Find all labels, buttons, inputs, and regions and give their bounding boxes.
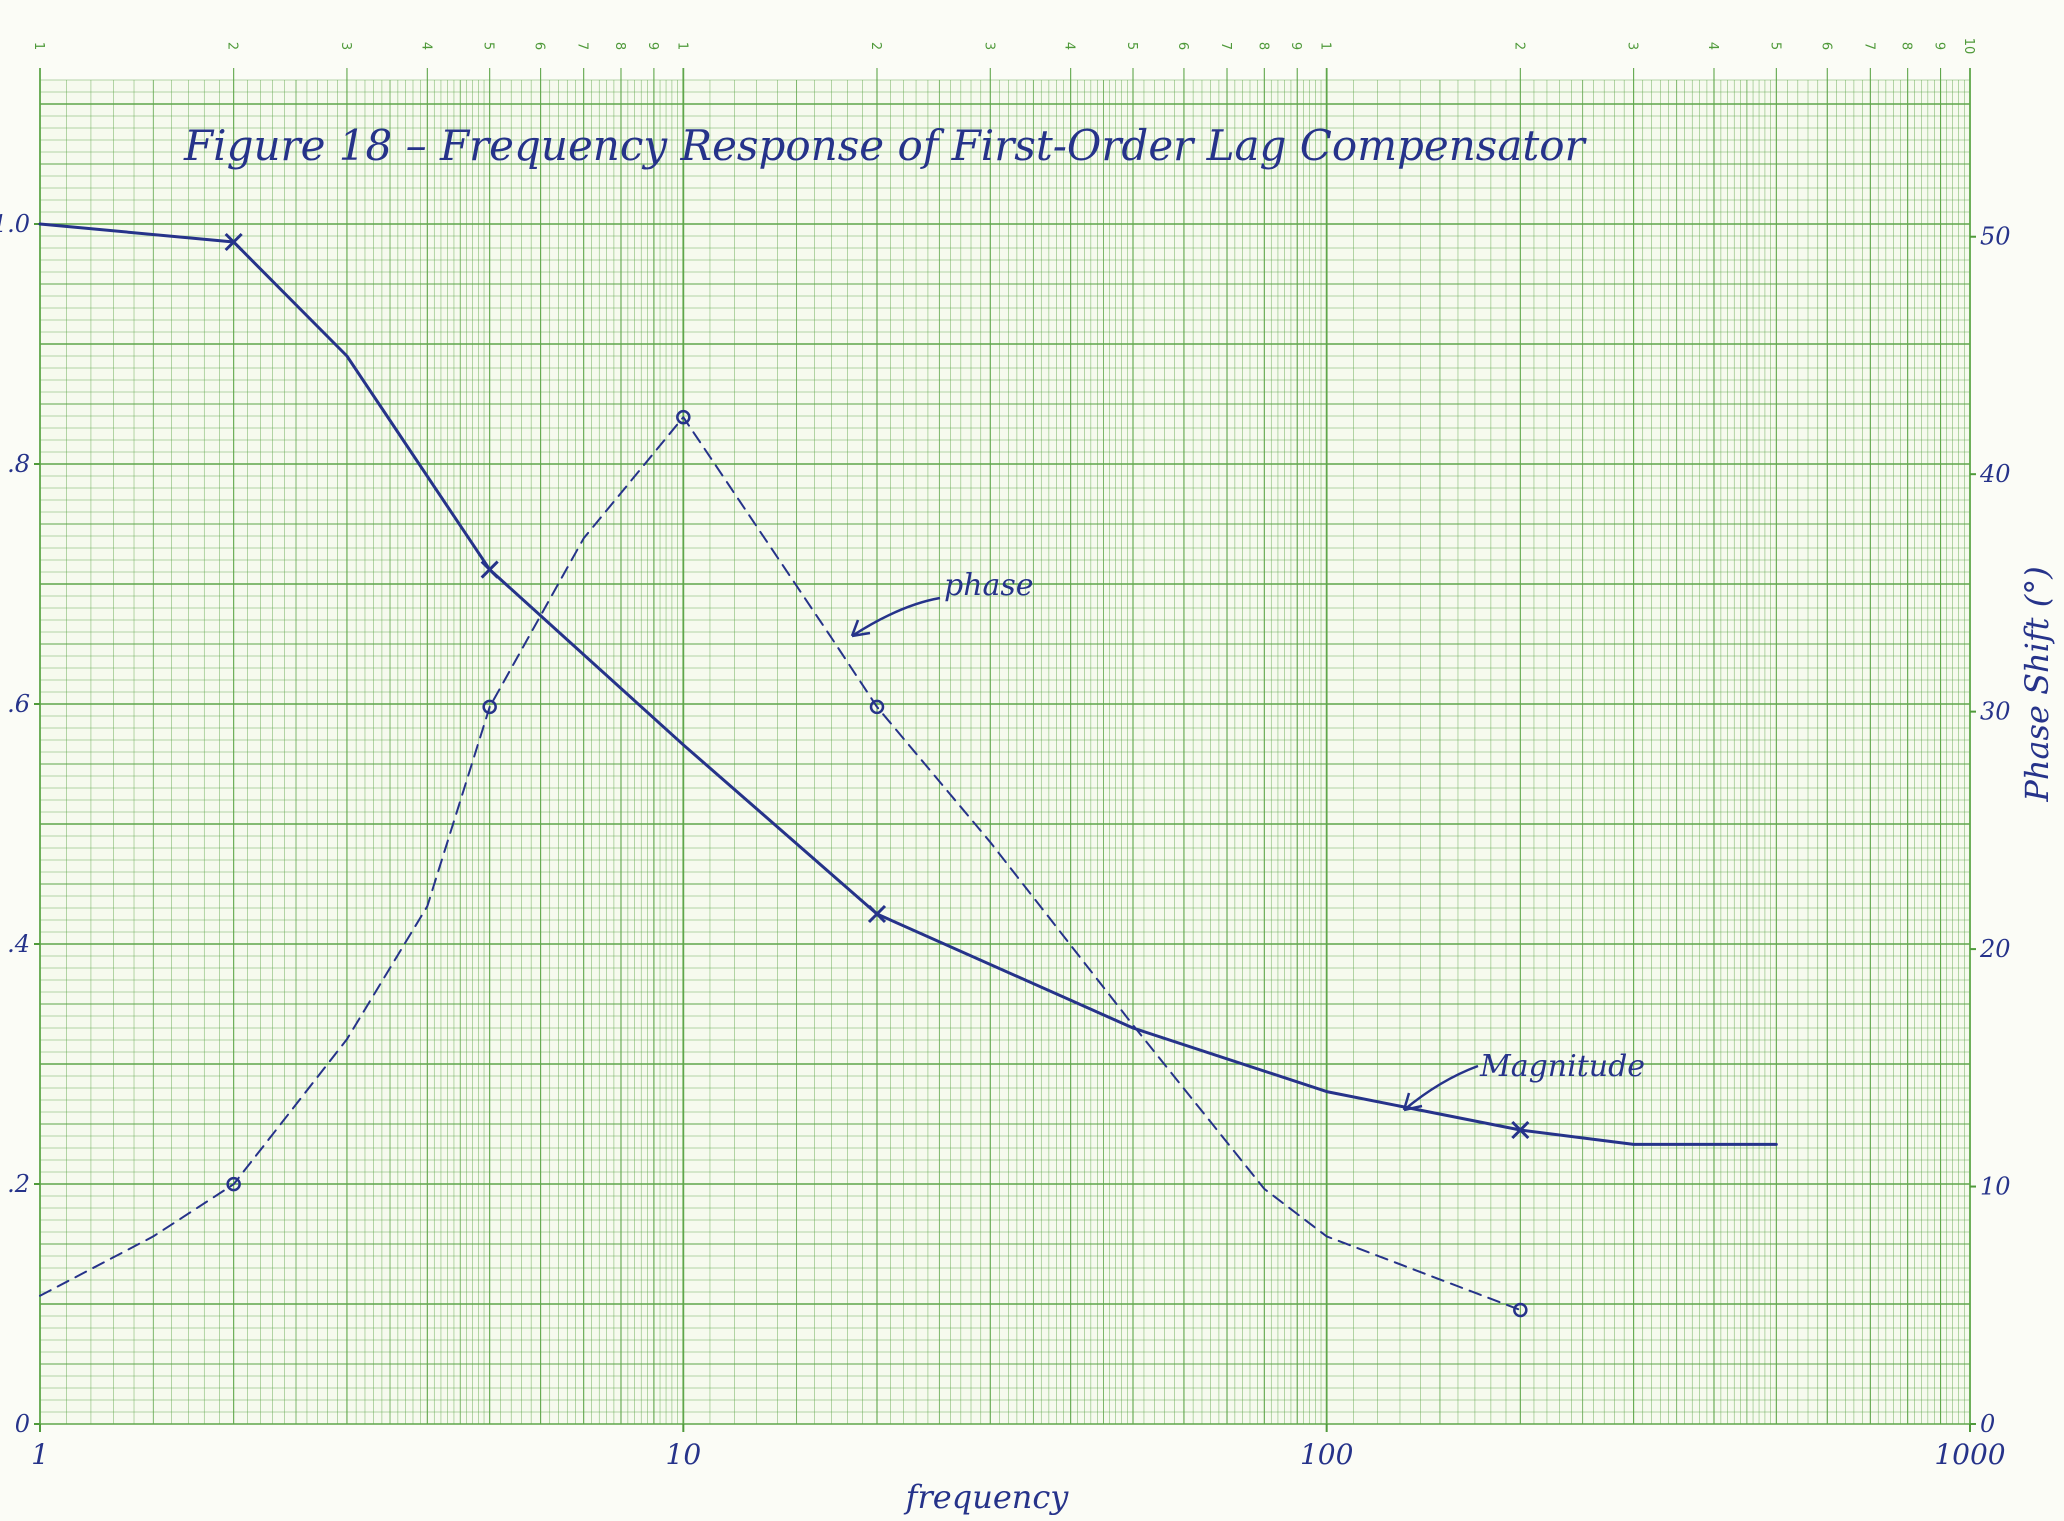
- paper-cycle-label: 3: [981, 42, 996, 50]
- paper-cycle-label: 9: [645, 42, 660, 50]
- y-tick-label: .2: [7, 1170, 30, 1198]
- y2-tick-label: 40: [1979, 460, 2011, 488]
- paper-cycle-label: 7: [1218, 42, 1233, 50]
- paper-cycle-label: 6: [1818, 42, 1833, 50]
- paper-cycle-label: 5: [481, 42, 496, 50]
- paper-cycle-label: 7: [1861, 42, 1876, 50]
- x-axis-label: frequency: [904, 1478, 1070, 1516]
- paper-cycle-label: 4: [1062, 42, 1077, 50]
- paper-cycle-label: 5: [1767, 42, 1782, 50]
- paper-cycle-label: 9: [1932, 42, 1947, 50]
- graph-paper: 1 2 3 4 5 6 7 8 9 1 2 3 4 5 6 7 8 9 1 2 3 4 5 6 7 8 9 10: [31, 38, 1976, 1424]
- paper-cycle-label: 8: [612, 42, 627, 50]
- paper-cycle-label: 6: [1175, 42, 1190, 50]
- y2-axis-label: Phase Shift (°): [2018, 566, 2056, 802]
- paper-cycle-label: 2: [1511, 42, 1526, 50]
- paper-cycle-label: 7: [575, 42, 590, 50]
- paper-cycle-label: 4: [1705, 42, 1720, 50]
- x-tick-label: 1: [31, 1438, 49, 1471]
- chart-title: Figure 18 – Frequency Response of First-…: [183, 121, 1588, 170]
- y2-tick-label: 50: [1980, 223, 2011, 251]
- y-tick-label: 1.0: [0, 210, 30, 238]
- y2-tick-label: 10: [1980, 1173, 2011, 1201]
- x-tick-label: 1000: [1934, 1438, 2005, 1471]
- y2-tick-label: 0: [1980, 1410, 1995, 1438]
- y2-tick-label: 20: [1979, 935, 2011, 963]
- paper-cycle-label: 3: [1625, 42, 1640, 50]
- paper-cycle-label: 1: [674, 42, 689, 50]
- y-tick-label: 0: [15, 1410, 30, 1438]
- paper-cycle-label: 8: [1899, 42, 1914, 50]
- y-tick-label: .4: [7, 930, 30, 958]
- paper-cycle-label: 2: [868, 42, 883, 50]
- paper-cycle-label: 5: [1124, 42, 1139, 50]
- phase-annotation: phase: [944, 568, 1034, 603]
- paper-cycle-label: 10: [1961, 38, 1976, 55]
- y2-tick-label: 30: [1980, 698, 2011, 726]
- paper-cycle-label: 4: [418, 42, 433, 50]
- paper-cycle-label: 2: [225, 42, 240, 50]
- x-tick-label: 10: [666, 1438, 702, 1471]
- magnitude-annotation: Magnitude: [1479, 1049, 1645, 1084]
- y-tick-label: .6: [7, 690, 30, 718]
- x-tick-label: 100: [1300, 1438, 1353, 1471]
- paper-cycle-label: 6: [532, 42, 547, 50]
- chart: 12345678912345678912345678910 1101001000…: [0, 0, 2064, 1521]
- paper-cycle-label: 1: [1318, 42, 1333, 50]
- paper-cycle-label: 1: [31, 42, 46, 50]
- paper-cycle-label: 8: [1255, 42, 1270, 50]
- y-tick-label: .8: [7, 450, 30, 478]
- paper-cycle-label: 9: [1288, 42, 1303, 50]
- paper-cycle-label: 3: [338, 42, 353, 50]
